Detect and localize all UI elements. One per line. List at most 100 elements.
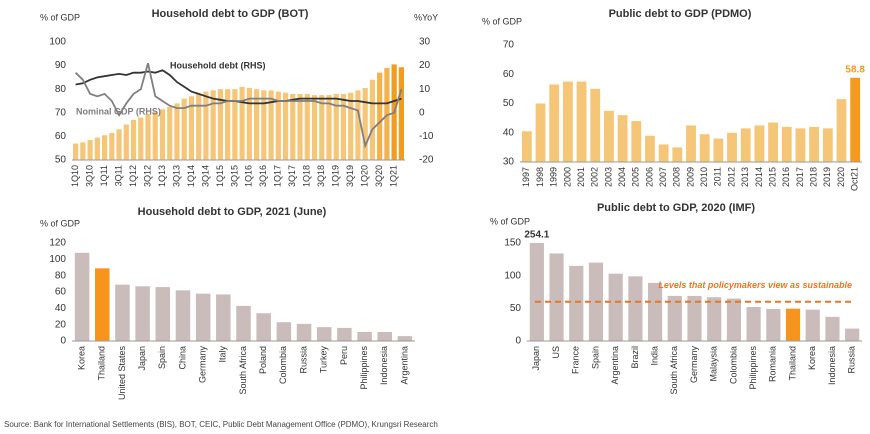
x-tick-label: 2015 [767,167,777,187]
y-tick-label: 40 [503,127,515,138]
bar [167,106,173,160]
bar [123,124,129,160]
bar [326,95,332,160]
bar [145,113,151,160]
bar [628,276,643,341]
value-label: 58.8 [845,64,865,75]
bar [316,327,332,341]
bar [569,265,584,341]
bar [319,95,325,160]
x-tick-label: 1998 [535,167,545,187]
x-tick-label: Poland [258,346,268,374]
x-tick-label: 3Q19 [345,165,355,187]
bar [73,143,79,160]
x-tick-label: Colombia [278,346,288,384]
x-tick-label: Korea [76,346,86,370]
bar [290,93,296,160]
bar [795,128,806,162]
y2-tick-label: 10 [419,84,431,95]
bar [217,89,224,160]
bar [94,137,100,160]
bar [809,126,820,162]
x-tick-label: Oct21 [850,167,860,191]
bar [296,323,312,341]
bar [130,119,137,160]
bar [275,91,281,160]
x-tick-label: 1Q16 [244,165,254,187]
x-tick-label: Japan [531,346,541,371]
x-tick-label: Turkey [319,346,329,374]
bar [549,253,564,341]
x-tick-label: 3Q11 [113,165,123,186]
y2-axis-label: %YoY [414,12,438,22]
bar [174,103,180,160]
y-tick-label: 20 [55,319,67,330]
bar [181,98,187,160]
x-tick-label: Colombia [728,346,738,384]
x-tick-label: 2014 [754,167,764,187]
x-tick-label: 2016 [781,167,791,187]
x-tick-label: 1Q19 [331,165,341,187]
bar [246,88,252,160]
bar [175,290,191,341]
bar [850,77,861,162]
bar [333,93,339,160]
y2-tick-label: 20 [419,60,431,71]
bar [825,316,840,341]
x-tick-label: 3Q15 [229,165,239,187]
bars [73,64,404,160]
bar [357,332,372,341]
x-tick-label: 2003 [603,167,613,187]
bar [253,89,260,160]
x-tick-label: 2018 [808,167,818,187]
y2-tick-label: 30 [419,37,431,48]
bar [631,121,642,162]
y-tick-label: 100 [49,254,66,265]
chart-title: Public debt to GDP, 2020 (IMF) [597,202,755,214]
bar [109,132,115,160]
x-tick-label: Korea [807,346,817,370]
bar [707,297,722,341]
bar [115,284,130,341]
x-tick-label: 3Q12 [142,165,152,187]
bar [276,322,292,341]
bar [617,115,628,162]
y-tick-label: 80 [55,84,67,95]
bars [74,252,413,341]
bar [195,293,211,341]
bar [529,243,544,341]
x-tick-label: 3Q13 [171,165,181,187]
bar [348,92,354,160]
bar [196,93,202,160]
chart-title: Household debt to GDP (BOT) [152,8,309,20]
x-tick-label: 1Q10 [70,165,80,187]
bar [785,308,801,341]
x-tick-label: Japan [137,346,147,371]
y-tick-label: 40 [55,303,67,314]
x-tick-label: Philippines [748,346,758,390]
x-tick-label: 2017 [795,167,805,187]
x-tick-label: Germany [689,346,699,384]
bar [549,84,560,162]
bar [155,287,171,341]
bar [562,81,573,162]
x-tick-label: Malaysia [709,346,719,382]
bar [608,273,623,341]
bar [116,129,122,160]
bar [845,328,860,341]
x-tick-label: 2001 [576,167,586,187]
x-tick-label: 1Q20 [360,165,370,187]
bar [355,90,361,160]
x-tick-label: Peru [339,346,349,365]
x-tick-label: 3Q20 [374,165,384,187]
bar [377,72,383,160]
bar [340,93,347,160]
y-tick-label: 60 [55,287,67,298]
y-tick-label: 80 [55,270,67,281]
x-tick-label: Thailand [787,346,797,381]
bar [256,313,271,341]
bar [210,90,216,160]
bar [236,305,251,341]
bar [699,134,710,162]
y-tick-label: 50 [510,303,522,314]
